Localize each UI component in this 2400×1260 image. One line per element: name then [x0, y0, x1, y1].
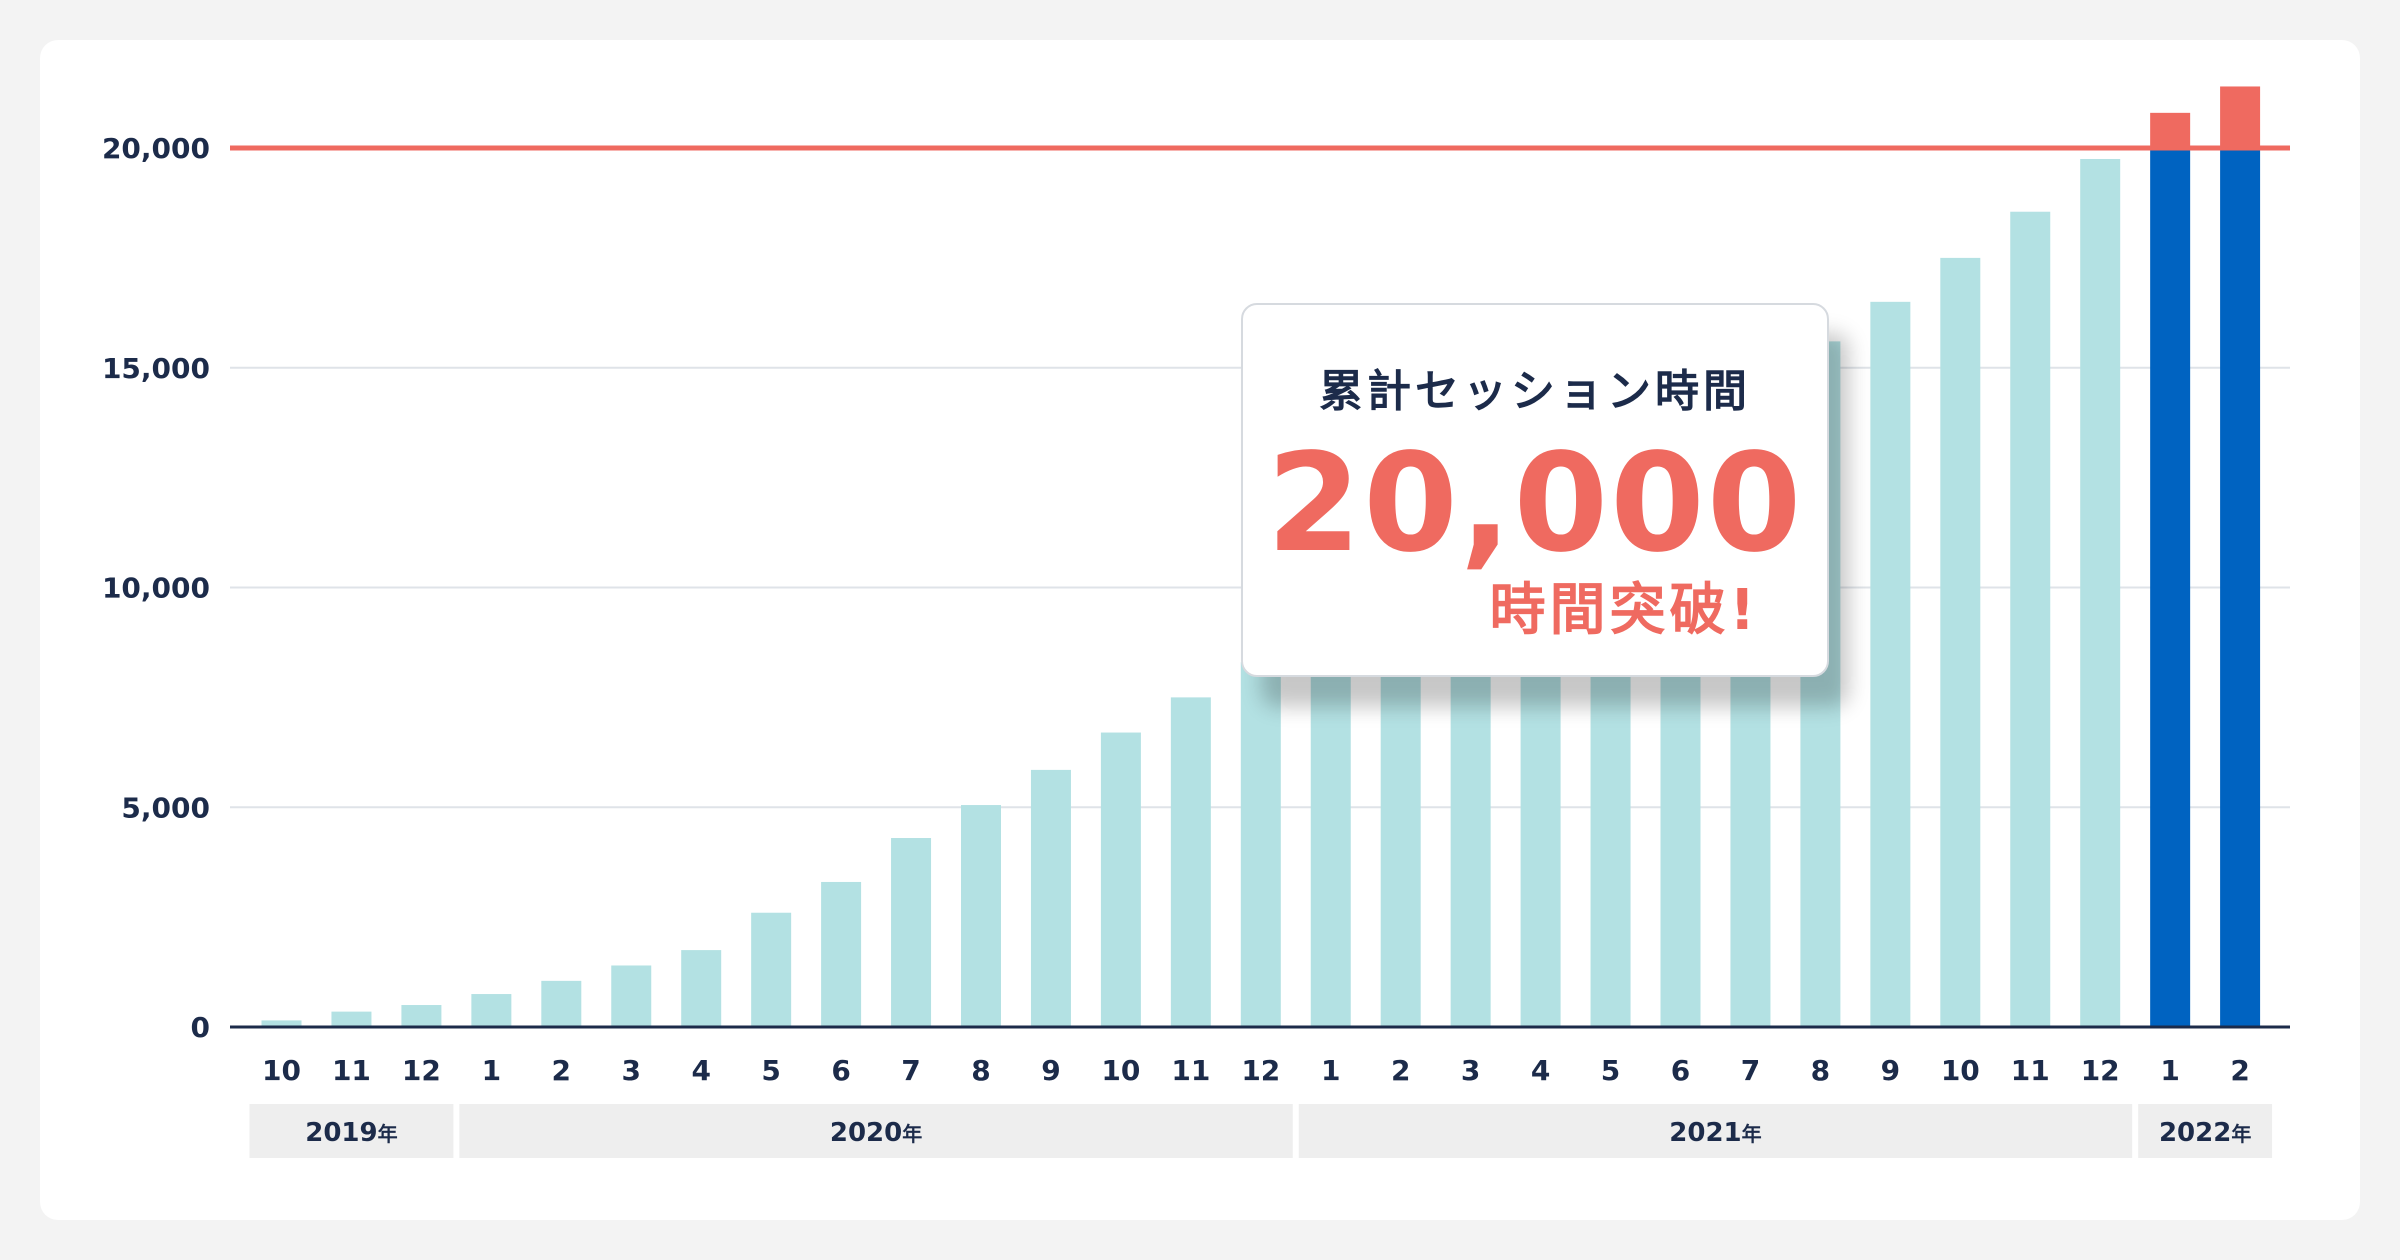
bar [331, 1011, 372, 1027]
x-tick-label: 8 [971, 1054, 990, 1087]
y-tick-label: 10,000 [102, 572, 210, 605]
year-band [249, 1104, 454, 1158]
x-tick-label: 5 [761, 1054, 780, 1087]
x-tick-label: 7 [1741, 1054, 1760, 1087]
x-tick-label: 3 [1461, 1054, 1480, 1087]
bar [2220, 148, 2261, 1027]
x-tick-label: 3 [622, 1054, 641, 1087]
x-tick-label: 2 [2230, 1054, 2249, 1087]
year-band [459, 1104, 1293, 1158]
x-tick-label: 1 [1321, 1054, 1340, 1087]
bar [891, 838, 932, 1027]
callout-value: 20,000 [1266, 425, 1804, 583]
x-tick-label: 10 [1101, 1054, 1140, 1087]
x-tick-label: 4 [691, 1054, 710, 1087]
milestone-callout: 累計セッション時間 20,000 時間突破! [1241, 303, 1829, 677]
x-tick-label: 11 [2011, 1054, 2050, 1087]
year-label: 2020年 [830, 1118, 922, 1148]
bar [401, 1005, 442, 1027]
bar [261, 1020, 302, 1027]
bar [821, 881, 862, 1027]
x-tick-label: 9 [1041, 1054, 1060, 1087]
callout-suffix: 時間突破! [1489, 578, 1759, 643]
x-tick-label: 1 [482, 1054, 501, 1087]
x-tick-label: 1 [2160, 1054, 2179, 1087]
bar-over-threshold [2150, 112, 2191, 148]
bar [1940, 257, 1981, 1027]
bar [681, 950, 722, 1027]
bar [471, 994, 512, 1027]
x-tick-label: 8 [1811, 1054, 1830, 1087]
bar [751, 912, 792, 1027]
bar [1240, 662, 1281, 1027]
bar-over-threshold [2220, 86, 2261, 148]
year-band [1298, 1104, 2133, 1158]
x-tick-label: 6 [1671, 1054, 1690, 1087]
bar [2010, 211, 2051, 1028]
y-tick-label: 5,000 [121, 791, 210, 824]
x-tick-label: 6 [831, 1054, 850, 1087]
chart-card: 0 5,000 10,000 15,000 20,000 10 11 12 1 2 3 4 5 6 7 8 9 1… [40, 40, 2360, 1220]
x-tick-label: 10 [1941, 1054, 1980, 1087]
x-tick-label: 10 [262, 1054, 301, 1087]
bar [961, 805, 1001, 1027]
year-label: 2022年 [2159, 1118, 2251, 1148]
year-band [2138, 1104, 2273, 1158]
x-tick-label: 7 [901, 1054, 920, 1087]
year-label: 2019年 [305, 1118, 397, 1148]
y-tick-label: 20,000 [102, 132, 210, 165]
y-tick-label: 0 [191, 1011, 210, 1044]
x-tick-label: 5 [1601, 1054, 1620, 1087]
x-tick-label: 9 [1881, 1054, 1900, 1087]
bar [1100, 732, 1141, 1027]
x-tick-label: 12 [402, 1054, 441, 1087]
bar [1310, 622, 1351, 1027]
bar [541, 980, 582, 1027]
x-tick-label: 4 [1531, 1054, 1550, 1087]
bar [1170, 697, 1211, 1027]
x-tick-label: 12 [2081, 1054, 2120, 1087]
bar [611, 965, 652, 1027]
y-tick-label: 15,000 [102, 352, 210, 385]
x-tick-label: 11 [1171, 1054, 1210, 1087]
x-tick-label: 12 [1241, 1054, 1280, 1087]
bar [2080, 158, 2121, 1028]
bar [1030, 769, 1071, 1027]
x-tick-label: 2 [552, 1054, 571, 1087]
year-label: 2021年 [1669, 1118, 1761, 1148]
callout-label: 累計セッション時間 [1319, 366, 1751, 417]
bar [1870, 301, 1911, 1027]
bar [2150, 148, 2191, 1027]
x-tick-label: 11 [332, 1054, 371, 1087]
x-tick-label: 2 [1391, 1054, 1410, 1087]
